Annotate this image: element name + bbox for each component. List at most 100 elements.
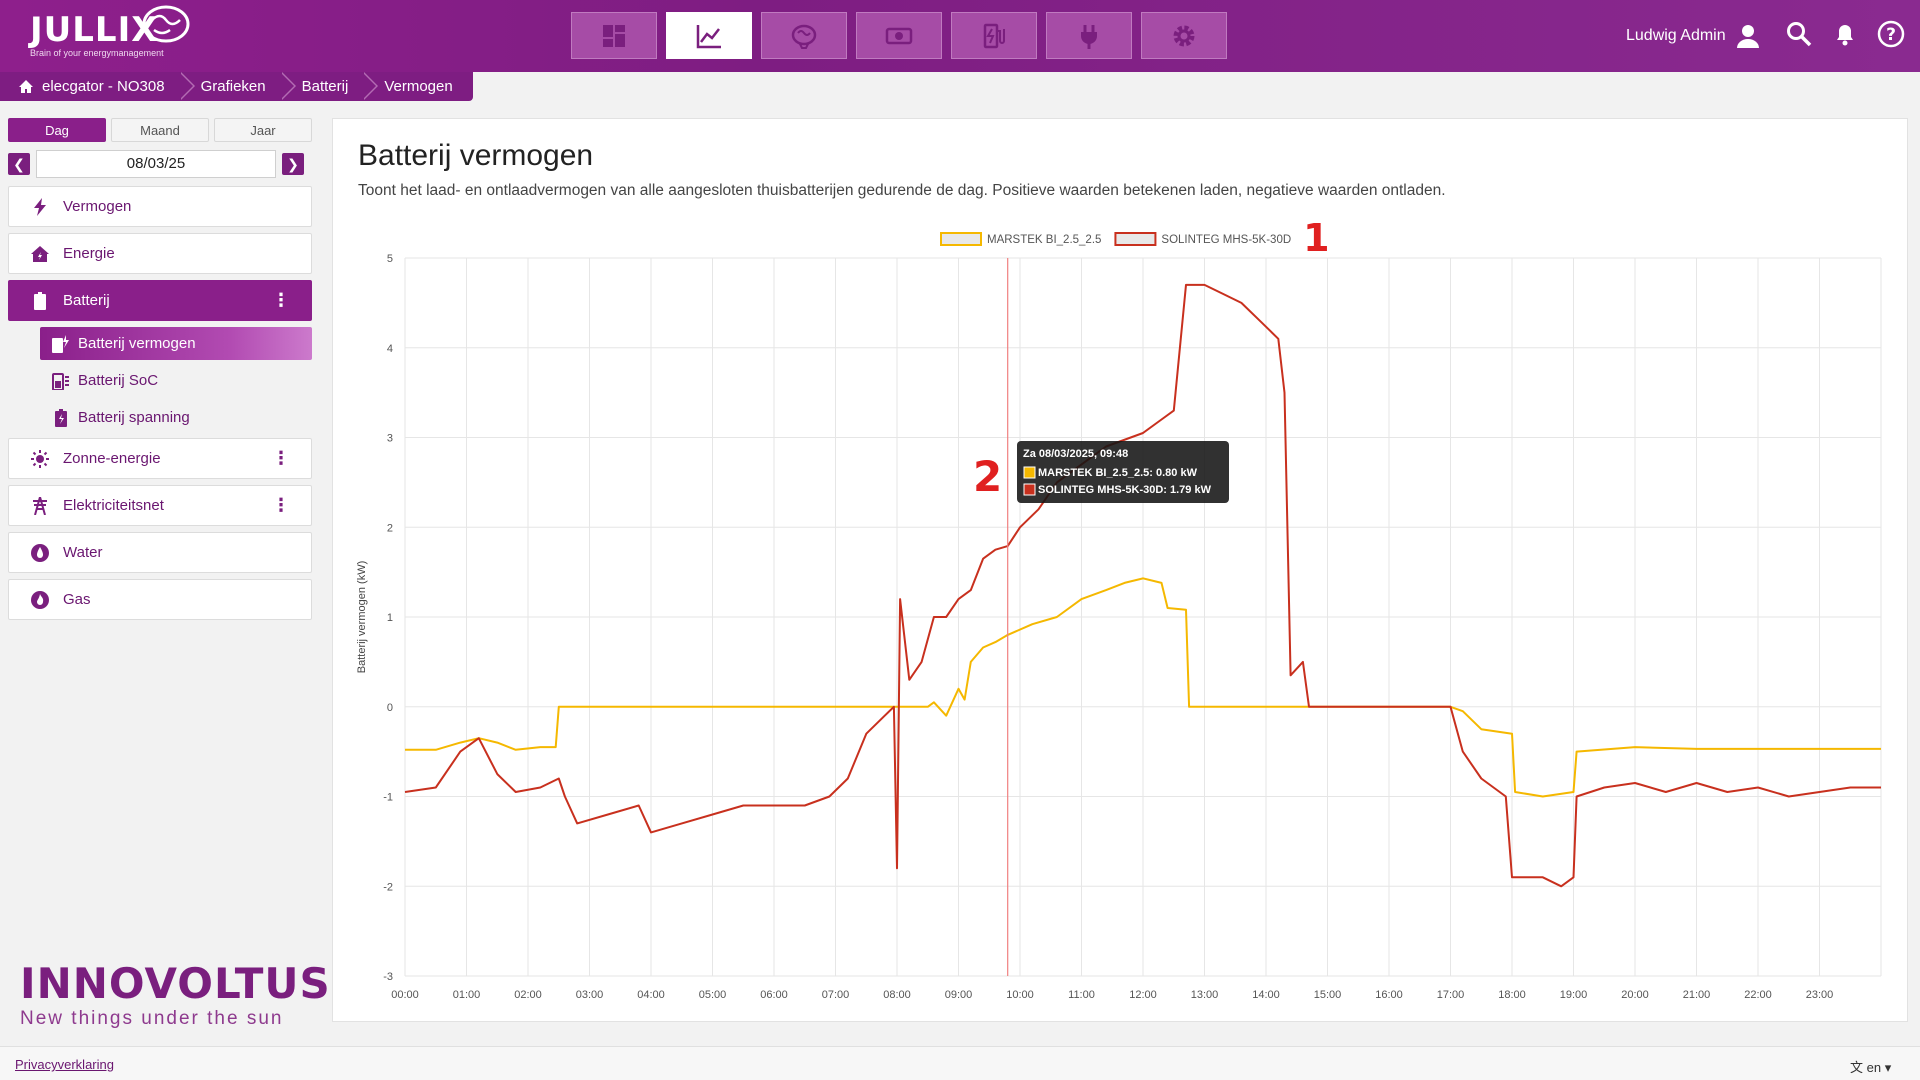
- series-line-1[interactable]: [405, 577, 1881, 798]
- sidebar-item-zonne-energie[interactable]: Zonne-energie ⋮: [8, 438, 312, 479]
- x-tick-label: 19:00: [1560, 989, 1588, 1001]
- sidebar-item-energie[interactable]: Energie: [8, 233, 312, 274]
- legend-swatch[interactable]: [1114, 232, 1157, 246]
- y-tick-label: 3: [387, 433, 393, 445]
- period-month-tab[interactable]: Maand: [111, 118, 209, 142]
- more-options-icon[interactable]: ⋮: [272, 448, 290, 468]
- more-options-icon[interactable]: ⋮: [272, 290, 290, 310]
- nav-plug-button[interactable]: [1046, 12, 1132, 59]
- tooltip-swatch: [1023, 483, 1036, 496]
- top-bar: JULLIX Brain of your energymanagement: [0, 0, 1920, 72]
- plug-icon: [1081, 24, 1097, 49]
- sidebar-item-batterij[interactable]: Batterij ⋮: [8, 280, 312, 321]
- x-tick-label: 11:00: [1068, 989, 1095, 1001]
- x-tick-label: 22:00: [1744, 989, 1772, 1001]
- breadcrumb-vermogen[interactable]: Vermogen: [362, 72, 473, 101]
- tooltip-title: Za 08/03/2025, 09:48: [1023, 448, 1128, 460]
- breadcrumb-site-label: elecgator - NO308: [42, 78, 165, 95]
- legend-entry-1[interactable]: MARSTEK BI_2.5_2.5: [987, 234, 1101, 246]
- chart-line-icon: [696, 24, 721, 48]
- dashboard-icon: [603, 24, 625, 47]
- period-day-tab[interactable]: Dag: [8, 118, 106, 142]
- search-icon: [1787, 22, 1812, 47]
- nav-settings-button[interactable]: [1141, 12, 1227, 59]
- main-nav: [571, 12, 1227, 59]
- partner-brand: INNOVOLTUS New things under the sun: [20, 962, 331, 1030]
- help-button[interactable]: ?: [1877, 20, 1905, 48]
- period-year-tab[interactable]: Jaar: [214, 118, 312, 142]
- sidebar: Dag Maand Jaar ❮ 08/03/25 ❯ Vermogen Ene…: [8, 118, 312, 626]
- nav-charger-button[interactable]: [951, 12, 1037, 59]
- sidebar-item-label: Zonne-energie: [63, 450, 161, 467]
- date-input[interactable]: 08/03/25: [36, 150, 276, 178]
- prev-date-button[interactable]: ❮: [8, 153, 30, 175]
- sidebar-item-label: Elektriciteitsnet: [63, 497, 164, 514]
- legend-swatch[interactable]: [940, 232, 982, 246]
- power-tower-icon: [31, 496, 49, 515]
- logo-tagline: Brain of your energymanagement: [30, 48, 164, 58]
- footer: Privacyverklaring 文 en ▾: [0, 1046, 1920, 1080]
- battery-voltage-icon: [52, 408, 70, 427]
- nav-charts-button[interactable]: [666, 12, 752, 59]
- brain-icon: [791, 24, 817, 49]
- logo[interactable]: JULLIX Brain of your energymanagement: [30, 10, 164, 58]
- lightning-icon: [31, 197, 49, 216]
- page-description: Toont het laad- en ontlaadvermogen van a…: [358, 182, 1446, 199]
- language-label: en: [1866, 1060, 1882, 1075]
- period-selector: Dag Maand Jaar: [8, 118, 312, 142]
- user-name: Ludwig Admin: [1626, 27, 1726, 44]
- nav-brain-button[interactable]: [761, 12, 847, 59]
- caret-down-icon: ▾: [1884, 1060, 1892, 1075]
- translate-icon: 文: [1850, 1060, 1864, 1075]
- y-tick-label: -2: [383, 881, 393, 893]
- x-tick-label: 00:00: [391, 989, 419, 1001]
- sidebar-subitem-batterij-vermogen[interactable]: Batterij vermogen: [40, 327, 312, 360]
- annotation-1: 1: [1303, 219, 1329, 260]
- sidebar-item-water[interactable]: Water: [8, 532, 312, 573]
- x-tick-label: 20:00: [1621, 989, 1649, 1001]
- x-tick-label: 09:00: [945, 989, 973, 1001]
- y-tick-label: 2: [387, 522, 393, 534]
- x-tick-label: 02:00: [514, 989, 542, 1001]
- next-date-button[interactable]: ❯: [282, 153, 304, 175]
- sidebar-item-label: Batterij: [63, 292, 110, 309]
- user-menu[interactable]: Ludwig Admin: [1626, 24, 1760, 48]
- sidebar-item-label: Vermogen: [63, 198, 132, 215]
- sidebar-subitem-batterij-spanning[interactable]: Batterij spanning: [40, 401, 312, 434]
- nav-money-button[interactable]: [856, 12, 942, 59]
- money-icon: [885, 27, 913, 44]
- more-options-icon[interactable]: ⋮: [272, 495, 290, 515]
- notifications-button[interactable]: [1831, 20, 1859, 48]
- sidebar-item-gas[interactable]: Gas: [8, 579, 312, 620]
- brand-tagline: New things under the sun: [20, 1008, 284, 1029]
- breadcrumb-grafieken-label: Grafieken: [200, 78, 266, 95]
- search-button[interactable]: [1785, 20, 1813, 48]
- content-panel: Batterij vermogen Toont het laad- en ont…: [332, 118, 1908, 1022]
- legend-entry-2[interactable]: SOLINTEG MHS-5K-30D: [1161, 234, 1291, 246]
- sidebar-item-vermogen[interactable]: Vermogen: [8, 186, 312, 227]
- x-tick-label: 18:00: [1498, 989, 1526, 1001]
- breadcrumb-site[interactable]: elecgator - NO308: [0, 72, 195, 101]
- sidebar-subitem-label: Batterij spanning: [78, 409, 190, 426]
- sidebar-item-elektriciteitsnet[interactable]: Elektriciteitsnet ⋮: [8, 485, 312, 526]
- sun-icon: [31, 449, 49, 468]
- battery-power-chart[interactable]: -3 -2 -1 0 1 2 3 4 5 00:00 01:00 02:00 03:00 04:00 05:…: [333, 219, 1909, 1023]
- breadcrumb-grafieken[interactable]: Grafieken: [178, 72, 296, 101]
- gear-icon: [1173, 25, 1195, 46]
- logo-text: JULLIX: [30, 10, 159, 50]
- x-tick-label: 06:00: [760, 989, 788, 1001]
- x-tick-label: 23:00: [1806, 989, 1834, 1001]
- house-energy-icon: [31, 245, 49, 263]
- y-tick-label: 4: [387, 343, 393, 355]
- sidebar-item-label: Water: [63, 544, 103, 561]
- nav-dashboard-button[interactable]: [571, 12, 657, 59]
- flame-icon: [31, 590, 49, 609]
- chevron-right-icon: ❯: [287, 155, 299, 172]
- language-selector[interactable]: 文 en ▾: [1850, 1057, 1891, 1076]
- x-tick-label: 16:00: [1375, 989, 1403, 1001]
- y-tick-label: 0: [387, 702, 393, 714]
- sidebar-subitem-batterij-soc[interactable]: Batterij SoC: [40, 364, 312, 397]
- sidebar-item-label: Gas: [63, 591, 91, 608]
- y-tick-label: 5: [387, 253, 393, 265]
- privacy-link[interactable]: Privacyverklaring: [15, 1057, 114, 1072]
